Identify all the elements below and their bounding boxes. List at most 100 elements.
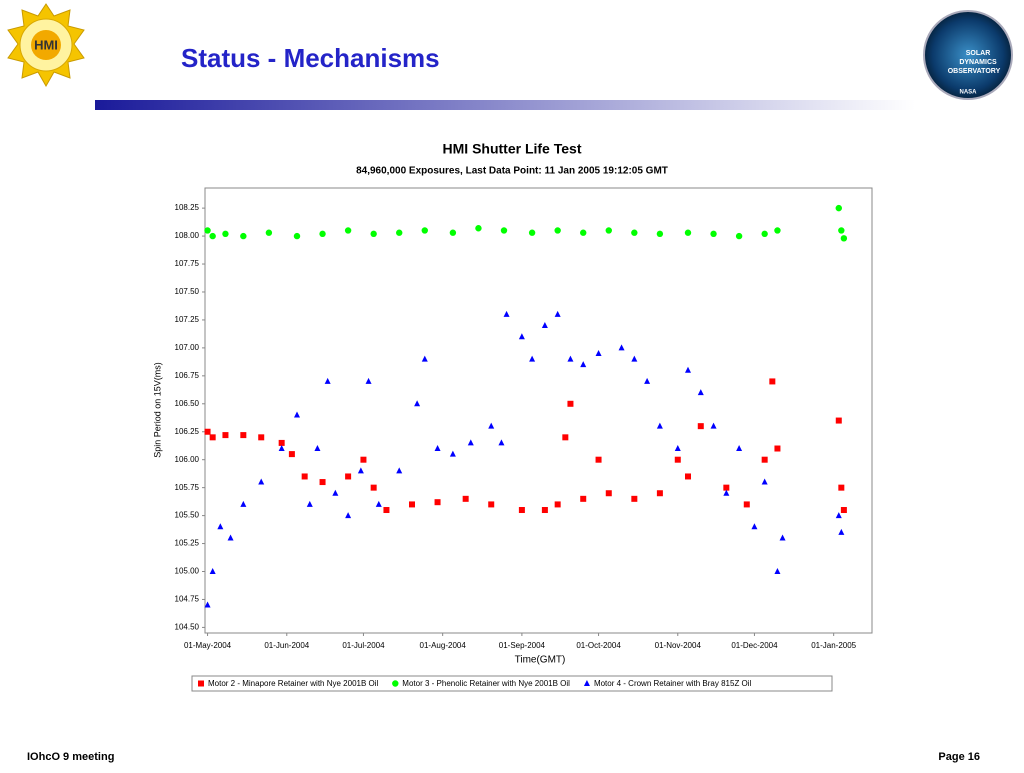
point	[314, 445, 321, 452]
point	[541, 322, 548, 329]
point	[656, 490, 663, 497]
logo-sdo: SOLAR DYNAMICS OBSERVATORY NASA	[923, 10, 1013, 100]
point	[370, 230, 377, 238]
point	[396, 229, 403, 236]
point	[835, 204, 842, 212]
point	[723, 484, 730, 491]
title-bar	[95, 100, 915, 110]
point	[838, 484, 845, 491]
y-tick-label: 105.00	[175, 567, 200, 576]
point	[541, 507, 548, 514]
point	[674, 445, 681, 452]
y-tick-label: 106.25	[175, 427, 200, 436]
point	[209, 434, 216, 441]
point	[779, 534, 786, 541]
point	[240, 432, 247, 439]
point	[567, 400, 574, 407]
x-tick-label: 01-Dec-2004	[731, 641, 778, 650]
point	[370, 484, 377, 491]
point	[835, 417, 842, 424]
x-axis-label: Time(GMT)	[515, 655, 566, 666]
point	[580, 229, 587, 236]
y-tick-label: 105.50	[175, 511, 200, 520]
point	[222, 230, 229, 238]
x-tick-label: 01-May-2004	[184, 641, 232, 650]
point	[258, 434, 265, 441]
point	[769, 378, 776, 385]
logo-text: DYNAMICS	[959, 59, 997, 66]
point	[475, 225, 482, 232]
x-tick-label: 01-Aug-2004	[420, 641, 467, 650]
point	[278, 445, 285, 452]
plot-area	[204, 187, 873, 634]
legend-label: Motor 3 - Phenolic Retainer with Nye 200…	[402, 679, 570, 688]
point	[840, 507, 847, 514]
point	[449, 450, 456, 457]
point	[631, 495, 638, 502]
point	[345, 473, 352, 480]
point	[467, 439, 474, 446]
point	[631, 229, 638, 236]
point	[434, 445, 441, 452]
point	[204, 601, 211, 608]
point	[835, 512, 842, 519]
footer-left: IOhcO 9 meeting	[27, 751, 114, 763]
point	[710, 230, 717, 238]
logo-text: OBSERVATORY	[948, 68, 1001, 75]
point	[567, 355, 574, 362]
y-tick-label: 105.75	[175, 483, 200, 492]
logo-text: NASA	[959, 90, 977, 96]
point	[685, 366, 691, 373]
point	[554, 501, 561, 508]
point	[434, 499, 441, 506]
point	[518, 507, 525, 514]
logo-hmi: HMI	[7, 3, 85, 88]
logo-text: SOLAR	[966, 50, 991, 57]
point	[529, 355, 536, 362]
x-tick-label: 01-Nov-2004	[655, 641, 702, 650]
point	[774, 445, 781, 452]
point	[498, 439, 505, 446]
point	[301, 473, 308, 480]
legend-marker	[392, 680, 399, 687]
point	[332, 489, 339, 496]
point	[360, 456, 367, 463]
point	[743, 501, 750, 508]
point	[840, 235, 848, 242]
point	[605, 227, 612, 234]
point	[644, 377, 651, 384]
point	[222, 432, 229, 439]
point	[751, 523, 758, 530]
point	[204, 227, 211, 234]
point	[761, 230, 768, 238]
point	[319, 479, 326, 486]
point	[265, 229, 273, 236]
point	[365, 377, 372, 384]
y-tick-label: 107.50	[175, 287, 200, 296]
chart-title: HMI Shutter Life Test	[443, 141, 582, 157]
point	[383, 507, 390, 514]
point	[656, 230, 664, 238]
y-tick-label: 107.25	[175, 315, 200, 324]
y-tick-label: 107.00	[175, 343, 200, 352]
point	[684, 229, 692, 236]
point	[774, 227, 781, 234]
point	[735, 232, 743, 240]
point	[697, 389, 704, 396]
point	[595, 456, 602, 463]
point	[278, 439, 285, 446]
y-tick-label: 108.25	[175, 203, 200, 212]
legend-label: Motor 4 - Crown Retainer with Bray 815Z …	[594, 679, 752, 688]
point	[580, 495, 587, 502]
point	[209, 232, 216, 240]
x-tick-label: 01-Oct-2004	[576, 641, 621, 650]
y-tick-label: 108.00	[175, 231, 200, 240]
point	[294, 411, 300, 418]
y-tick-label: 104.75	[175, 595, 200, 604]
x-tick-label: 01-Jun-2004	[264, 641, 309, 650]
point	[500, 227, 508, 234]
point	[488, 422, 495, 429]
point	[595, 349, 602, 356]
point	[838, 528, 845, 535]
